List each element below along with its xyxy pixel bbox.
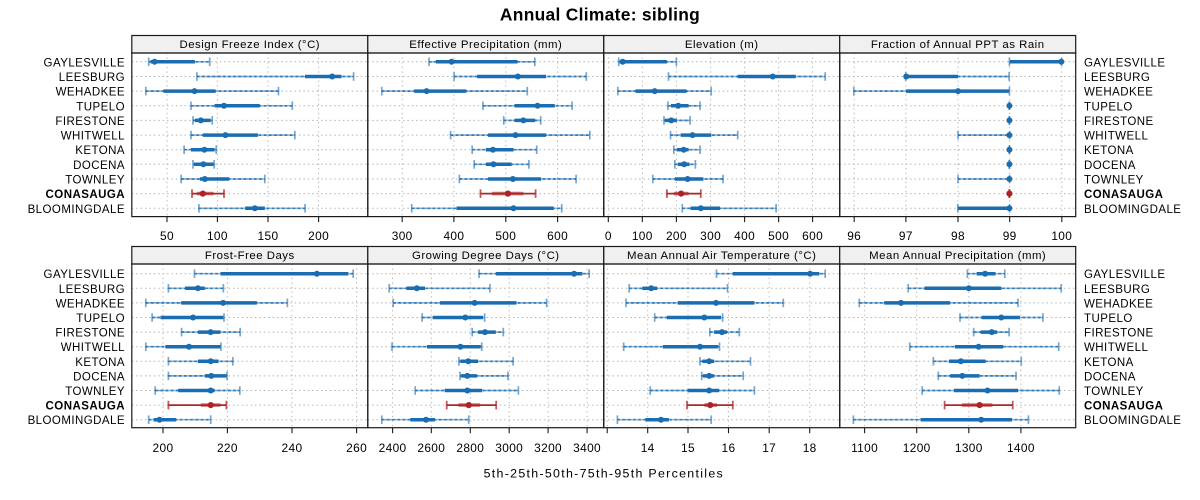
svg-text:TOWNLEY: TOWNLEY [65, 175, 125, 187]
svg-text:14: 14 [641, 441, 655, 455]
svg-text:3200: 3200 [534, 441, 562, 455]
svg-text:400: 400 [734, 229, 755, 243]
svg-text:GAYLESVILLE: GAYLESVILLE [1084, 269, 1165, 281]
svg-text:2400: 2400 [379, 441, 407, 455]
svg-text:BLOOMINGDALE: BLOOMINGDALE [28, 204, 125, 216]
svg-text:Frost-Free Days: Frost-Free Days [205, 250, 295, 262]
svg-text:KETONA: KETONA [75, 357, 125, 369]
svg-text:100: 100 [207, 229, 228, 243]
svg-text:WEHADKEE: WEHADKEE [1084, 298, 1153, 310]
svg-text:150: 150 [258, 229, 279, 243]
svg-text:100: 100 [1051, 229, 1072, 243]
svg-text:WEHADKEE: WEHADKEE [56, 298, 125, 310]
svg-text:97: 97 [899, 229, 913, 243]
svg-text:Design Freeze Index (°C): Design Freeze Index (°C) [179, 39, 320, 51]
svg-text:Fraction of Annual PPT as Rain: Fraction of Annual PPT as Rain [871, 39, 1045, 51]
svg-text:98: 98 [951, 229, 965, 243]
svg-text:DOCENA: DOCENA [73, 371, 125, 383]
svg-text:96: 96 [847, 229, 861, 243]
svg-text:LEESBURG: LEESBURG [59, 72, 125, 84]
svg-text:200: 200 [308, 229, 329, 243]
svg-text:2800: 2800 [456, 441, 484, 455]
svg-text:Mean Annual Air Temperature (°: Mean Annual Air Temperature (°C) [627, 250, 816, 262]
svg-text:240: 240 [282, 441, 303, 455]
svg-text:TUPELO: TUPELO [1084, 101, 1133, 113]
svg-text:260: 260 [346, 441, 367, 455]
svg-text:600: 600 [547, 229, 568, 243]
svg-text:TUPELO: TUPELO [76, 313, 125, 325]
svg-text:WEHADKEE: WEHADKEE [1084, 87, 1153, 99]
svg-text:TUPELO: TUPELO [76, 101, 125, 113]
svg-text:1200: 1200 [903, 441, 931, 455]
svg-text:300: 300 [700, 229, 721, 243]
svg-text:TOWNLEY: TOWNLEY [65, 386, 125, 398]
svg-text:Growing Degree Days (°C): Growing Degree Days (°C) [412, 250, 560, 262]
svg-text:1300: 1300 [955, 441, 983, 455]
svg-text:5th-25th-50th-75th-95th Percen: 5th-25th-50th-75th-95th Percentiles [484, 467, 724, 481]
svg-text:200: 200 [153, 441, 174, 455]
svg-text:DOCENA: DOCENA [1084, 160, 1136, 172]
svg-text:TOWNLEY: TOWNLEY [1084, 386, 1144, 398]
svg-text:BLOOMINGDALE: BLOOMINGDALE [28, 415, 125, 427]
svg-text:FIRESTONE: FIRESTONE [55, 328, 125, 340]
svg-text:CONASAUGA: CONASAUGA [46, 401, 125, 413]
svg-text:CONASAUGA: CONASAUGA [1084, 401, 1163, 413]
svg-text:GAYLESVILLE: GAYLESVILLE [1084, 57, 1165, 69]
svg-text:LEESBURG: LEESBURG [59, 284, 125, 296]
svg-text:TOWNLEY: TOWNLEY [1084, 175, 1144, 187]
svg-text:CONASAUGA: CONASAUGA [1084, 189, 1163, 201]
svg-text:BLOOMINGDALE: BLOOMINGDALE [1084, 204, 1181, 216]
svg-text:600: 600 [802, 229, 823, 243]
svg-text:WHITWELL: WHITWELL [1084, 342, 1148, 354]
svg-text:KETONA: KETONA [1084, 145, 1134, 157]
svg-text:WHITWELL: WHITWELL [1084, 131, 1148, 143]
svg-text:220: 220 [217, 441, 238, 455]
svg-text:400: 400 [443, 229, 464, 243]
svg-text:Mean Annual Precipitation (mm): Mean Annual Precipitation (mm) [869, 250, 1046, 262]
svg-text:17: 17 [762, 441, 776, 455]
svg-text:DOCENA: DOCENA [73, 160, 125, 172]
svg-text:18: 18 [803, 441, 817, 455]
svg-text:TUPELO: TUPELO [1084, 313, 1133, 325]
svg-text:15: 15 [681, 441, 695, 455]
svg-text:LEESBURG: LEESBURG [1084, 72, 1150, 84]
svg-text:200: 200 [666, 229, 687, 243]
svg-text:100: 100 [632, 229, 653, 243]
svg-text:500: 500 [495, 229, 516, 243]
svg-text:50: 50 [160, 229, 174, 243]
svg-text:FIRESTONE: FIRESTONE [1084, 328, 1154, 340]
svg-text:WEHADKEE: WEHADKEE [56, 87, 125, 99]
svg-text:3000: 3000 [495, 441, 523, 455]
svg-text:3400: 3400 [573, 441, 601, 455]
svg-text:LEESBURG: LEESBURG [1084, 284, 1150, 296]
svg-text:0: 0 [605, 229, 612, 243]
svg-text:KETONA: KETONA [75, 145, 125, 157]
svg-text:GAYLESVILLE: GAYLESVILLE [44, 269, 125, 281]
svg-text:16: 16 [722, 441, 736, 455]
svg-text:Elevation (m): Elevation (m) [685, 39, 759, 51]
svg-text:FIRESTONE: FIRESTONE [1084, 116, 1154, 128]
svg-text:Effective Precipitation (mm): Effective Precipitation (mm) [409, 39, 562, 51]
svg-text:CONASAUGA: CONASAUGA [46, 189, 125, 201]
svg-text:2600: 2600 [417, 441, 445, 455]
svg-text:GAYLESVILLE: GAYLESVILLE [44, 57, 125, 69]
svg-text:DOCENA: DOCENA [1084, 371, 1136, 383]
svg-text:WHITWELL: WHITWELL [61, 131, 125, 143]
svg-text:500: 500 [768, 229, 789, 243]
svg-text:1400: 1400 [1007, 441, 1035, 455]
svg-text:KETONA: KETONA [1084, 357, 1134, 369]
svg-text:BLOOMINGDALE: BLOOMINGDALE [1084, 415, 1181, 427]
svg-text:300: 300 [392, 229, 413, 243]
svg-text:99: 99 [1003, 229, 1017, 243]
svg-text:1100: 1100 [851, 441, 878, 455]
svg-text:WHITWELL: WHITWELL [61, 342, 125, 354]
svg-text:FIRESTONE: FIRESTONE [55, 116, 125, 128]
svg-text:Annual Climate: sibling: Annual Climate: sibling [500, 4, 700, 24]
